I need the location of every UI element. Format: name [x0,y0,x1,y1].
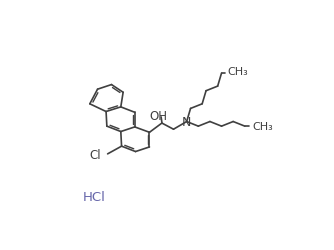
Text: Cl: Cl [89,148,101,162]
Text: N: N [182,116,191,128]
Text: HCl: HCl [83,191,106,204]
Text: CH₃: CH₃ [253,122,273,132]
Text: OH: OH [150,110,168,122]
Text: CH₃: CH₃ [228,67,248,77]
